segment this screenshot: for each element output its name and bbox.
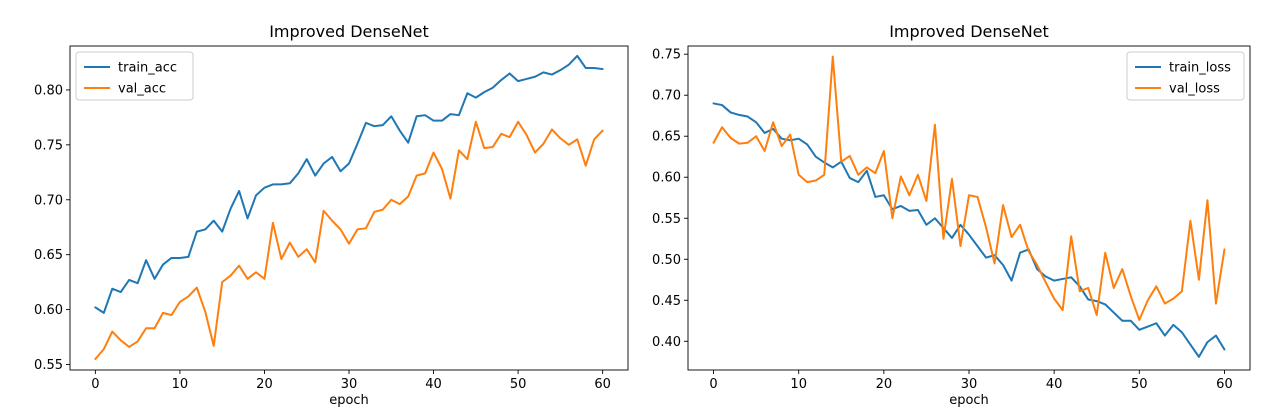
y-tick-label: 0.45	[652, 294, 681, 309]
legend-label-val_loss: val_loss	[1169, 82, 1220, 97]
y-tick-label: 0.75	[34, 138, 63, 153]
x-tick-label: 60	[1216, 377, 1233, 392]
x-tick-label: 10	[790, 377, 807, 392]
y-tick-label: 0.65	[34, 248, 63, 263]
chart-title: Improved DenseNet	[269, 22, 429, 41]
y-tick-label: 0.60	[34, 303, 63, 318]
y-tick-label: 0.65	[652, 130, 681, 145]
x-tick-label: 50	[510, 377, 527, 392]
y-tick-label: 0.55	[652, 212, 681, 227]
y-tick-label: 0.75	[652, 48, 681, 63]
legend: train_acc val_acc	[75, 51, 194, 101]
x-axis-label: epoch	[949, 393, 989, 408]
x-tick-label: 20	[256, 377, 273, 392]
series-line-train_loss	[712, 102, 1226, 358]
x-axis-label: epoch	[329, 393, 369, 408]
legend-label-val_acc: val_acc	[118, 82, 166, 97]
chart-panel-2: Improved DenseNet 0 10 20 30 40 50 60 0.40 0.45 0.…	[652, 22, 1251, 408]
x-tick-label: 30	[961, 377, 978, 392]
legend-label-train_acc: train_acc	[118, 61, 177, 76]
legend-label-train_loss: train_loss	[1169, 61, 1231, 76]
x-tick-label: 40	[1046, 377, 1063, 392]
x-tick-label: 0	[709, 377, 717, 392]
legend: train_loss val_loss	[1126, 51, 1245, 101]
y-tick-label: 0.40	[652, 335, 681, 350]
y-tick-label: 0.70	[652, 89, 681, 104]
y-tick-label: 0.80	[34, 83, 63, 98]
y-tick-label: 0.70	[34, 193, 63, 208]
x-tick-label: 30	[341, 377, 358, 392]
x-tick-label: 50	[1131, 377, 1148, 392]
x-tick-label: 0	[91, 377, 99, 392]
chart-title: Improved DenseNet	[889, 22, 1049, 41]
series-line-val_loss	[712, 55, 1226, 321]
y-tick-label: 0.60	[652, 171, 681, 186]
x-tick-label: 10	[172, 377, 189, 392]
y-tick-label: 0.55	[34, 358, 63, 373]
x-tick-label: 40	[425, 377, 442, 392]
y-tick-label: 0.50	[652, 253, 681, 268]
x-tick-label: 60	[594, 377, 611, 392]
chart-panel-1: Improved DenseNet 0 10 20 30 40 50 60 0.55 0.60 0.…	[34, 22, 629, 408]
x-tick-label: 20	[876, 377, 893, 392]
series-line-train_acc	[94, 54, 604, 314]
series-line-val_acc	[94, 120, 604, 361]
